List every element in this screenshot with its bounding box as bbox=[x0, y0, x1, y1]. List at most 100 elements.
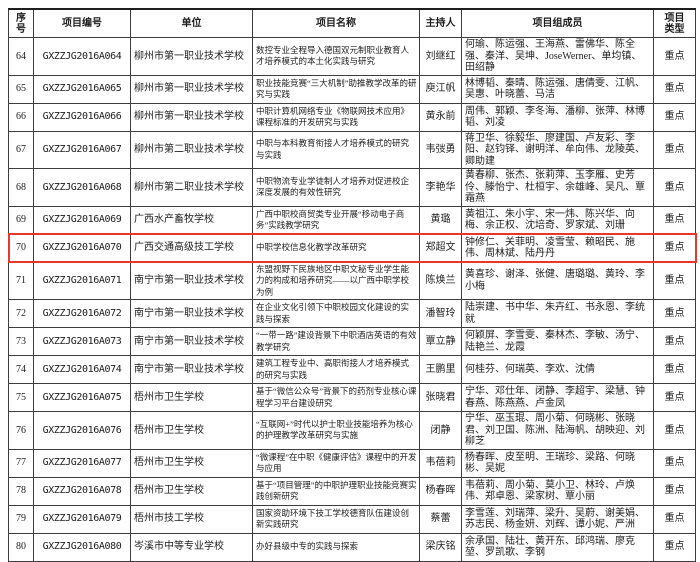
col-header-project-name: 项目名称 bbox=[252, 8, 420, 38]
cell-serial: 64 bbox=[8, 37, 34, 76]
table-row: 73 GXZZJG2016A073 南宁市第一职业技术学校 “一带一路”建设背景下中职… bbox=[8, 327, 696, 356]
cell-project-name: 建筑工程专业中、高职衔接人才培养模式的研究与实践 bbox=[252, 355, 420, 384]
cell-unit: 梧州市卫生学校 bbox=[130, 411, 253, 450]
cell-serial: 75 bbox=[8, 383, 34, 412]
cell-unit: 梧州市卫生学校 bbox=[130, 383, 253, 412]
cell-members: 宁华、巫玉琨、周小菊、何晓彬、张晓君、刘卫国、陈洲、陆海帆、胡映迎、刘柳芝 bbox=[461, 411, 654, 450]
cell-project-name: 办好县级中专的实践与探索 bbox=[252, 532, 420, 562]
cell-project-type: 重点 bbox=[653, 130, 696, 169]
cell-serial: 80 bbox=[8, 532, 34, 562]
header-row: 序 号 项目编号 单位 项目名称 主持人 项目组成员 项目 类型 bbox=[8, 8, 696, 38]
cell-members: 周伟、郭颖、李冬海、潘柳、张萍、林博韬、刘凌 bbox=[461, 102, 654, 132]
table-row: 77 GXZZJG2016A077 梧州市卫生学校 “微课程”在中职《健康评估》课程中… bbox=[8, 448, 696, 478]
cell-project-name: 基于“微信公众号”背景下的药剂专业核心课程学习平台建设研究 bbox=[252, 383, 420, 412]
cell-serial: 68 bbox=[8, 168, 34, 207]
cell-project-name: “一带一路”建设背景下中职酒店英语的有效教学研究 bbox=[252, 327, 420, 356]
cell-unit: 广西水产畜牧学校 bbox=[130, 205, 253, 235]
cell-host: 庾江帆 bbox=[419, 74, 462, 104]
cell-serial: 79 bbox=[8, 504, 34, 534]
cell-members: 钟修仁、关菲明、凌雪莹、赖昭民、施伟、周林斌、陆丹丹 bbox=[461, 233, 654, 263]
cell-host: 陈焕兰 bbox=[419, 261, 462, 300]
cell-members: 蒋卫华、徐毅华、廖建国、卢友彩、李阳、赵钧铎、谢明洋、牟向伟、龙陵英、卿助建 bbox=[461, 130, 654, 169]
cell-project-type: 重点 bbox=[653, 261, 696, 300]
col-header-unit: 单位 bbox=[130, 8, 253, 38]
cell-host: 梁庆铭 bbox=[419, 532, 462, 562]
cell-serial: 70 bbox=[8, 233, 34, 263]
cell-project-code: GXZZJG2016A078 bbox=[33, 476, 131, 506]
cell-host: 王鹏里 bbox=[419, 355, 462, 384]
cell-members: 韦蓓莉、周小菊、莫小卫、林玲、卢焕伟、郑卓恩、梁家树、覃小丽 bbox=[461, 476, 654, 506]
cell-host: 郑超文 bbox=[419, 233, 462, 263]
cell-project-type: 重点 bbox=[653, 299, 696, 328]
cell-members: 李雪莲、刘瑞萍、梁升、吴蔚、谢美娟、苏志民、杨金妍、刘辉、谭小妮、严洲 bbox=[461, 504, 654, 534]
cell-project-name: 东盟视野下民族地区中职文秘专业学生能力的构成和培养研究——以广西中职学校为例 bbox=[252, 261, 420, 300]
cell-project-type: 重点 bbox=[653, 37, 696, 76]
cell-host: 韦蓓莉 bbox=[419, 448, 462, 478]
cell-project-code: GXZZJG2016A080 bbox=[33, 532, 131, 562]
cell-project-type: 重点 bbox=[653, 102, 696, 132]
cell-project-type: 重点 bbox=[653, 205, 696, 235]
cell-members: 宁华、邓仕年、闭静、李超宇、梁慧、钟春燕、陈燕燕、卢金凤 bbox=[461, 383, 654, 412]
cell-project-code: GXZZJG2016A077 bbox=[33, 448, 131, 478]
cell-host: 黄永前 bbox=[419, 102, 462, 132]
cell-project-name: 中职与本科教育衔接人才培养模式的研究与实践 bbox=[252, 130, 420, 169]
cell-serial: 72 bbox=[8, 299, 34, 328]
table-row: 68 GXZZJG2016A068 柳州市第二职业技术学校 中职物流专业学徒制人才培养… bbox=[8, 168, 696, 207]
cell-unit: 柳州市第一职业技术学校 bbox=[130, 37, 253, 76]
table-row-highlighted: 70 GXZZJG2016A070 广西交通高级技工学校 中职学校信息化教学改革研究郑… bbox=[7, 233, 697, 263]
cell-host: 覃立静 bbox=[419, 327, 462, 356]
cell-serial: 77 bbox=[8, 448, 34, 478]
cell-members: 林博韬、秦晴、陈运强、唐倩雯、江帆、吴惠、叶晓蕾、马洁 bbox=[461, 74, 654, 104]
cell-project-type: 重点 bbox=[653, 327, 696, 356]
cell-members: 何桂芬、何瑞英、李欢、沈倩 bbox=[461, 355, 654, 384]
cell-serial: 76 bbox=[8, 411, 34, 450]
cell-project-code: GXZZJG2016A066 bbox=[33, 102, 131, 132]
cell-project-name: 在企业文化引领下中职校园文化建设的实践与探索 bbox=[252, 299, 420, 328]
table-row: 65 GXZZJG2016A065 柳州市第一职业技术学校 职业技能竞赛“三大机制”助… bbox=[8, 74, 696, 104]
cell-project-code: GXZZJG2016A071 bbox=[33, 261, 131, 300]
cell-serial: 69 bbox=[8, 205, 34, 235]
cell-project-name: 基于“项目管理”的中职护理职业技能竞赛实践创新研究 bbox=[252, 476, 420, 506]
cell-serial: 66 bbox=[8, 102, 34, 132]
cell-project-name: 国家资助环境下技工学校德育队伍建设创新实践研究 bbox=[252, 504, 420, 534]
col-header-project-type: 项目 类型 bbox=[653, 8, 696, 38]
cell-serial: 74 bbox=[8, 355, 34, 384]
table-row: 72 GXZZJG2016A072 南宁市第一职业技术学校 在企业文化引领下中职校园文… bbox=[8, 299, 696, 328]
cell-members: 黄春柳、张杰、张莉萍、玉李雁、史芳伶、滕怡宁、杜桓宇、余雄峰、吴凡、覃霜燕 bbox=[461, 168, 654, 207]
cell-unit: 南宁市第一职业技术学校 bbox=[130, 299, 253, 328]
cell-unit: 南宁市第一职业技术学校 bbox=[130, 355, 253, 384]
cell-project-code: GXZZJG2016A079 bbox=[33, 504, 131, 534]
cell-project-name: 数控专业全程导入德国双元制职业教育人才培养模式的本土化实践与研究 bbox=[252, 37, 420, 76]
col-header-project-code: 项目编号 bbox=[33, 8, 131, 38]
cell-project-code: GXZZJG2016A067 bbox=[33, 130, 131, 169]
cell-members: 杨春晖、皮至明、王瑞珍、梁路、何晓彬、吴妮 bbox=[461, 448, 654, 478]
table-row: 66 GXZZJG2016A066 柳州市第一职业技术学校 中职计算机网络专业《物联网… bbox=[8, 102, 696, 132]
cell-members: 余承国、陆壮、黄开东、邱鸿瑞、廖克堃、罗凯歌、李钢 bbox=[461, 532, 654, 562]
cell-project-code: GXZZJG2016A075 bbox=[33, 383, 131, 412]
cell-project-code: GXZZJG2016A070 bbox=[33, 233, 131, 263]
table-row: 79 GXZZJG2016A079 梧州市技工学校 国家资助环境下技工学校德育队伍建设… bbox=[8, 504, 696, 534]
table-row: 67 GXZZJG2016A067 柳州市第二职业技术学校 中职与本科教育衔接人才培养… bbox=[8, 130, 696, 169]
cell-project-code: GXZZJG2016A074 bbox=[33, 355, 131, 384]
cell-project-type: 重点 bbox=[653, 74, 696, 104]
cell-host: 韦弢勇 bbox=[419, 130, 462, 169]
cell-host: 黄璐 bbox=[419, 205, 462, 235]
cell-members: 何颖屏、李雪雯、秦林杰、李敏、汤宁、陆艳兰、龙霞 bbox=[461, 327, 654, 356]
cell-host: 潘智玲 bbox=[419, 299, 462, 328]
cell-project-type: 重点 bbox=[653, 168, 696, 207]
cell-serial: 71 bbox=[8, 261, 34, 300]
cell-project-code: GXZZJG2016A064 bbox=[33, 37, 131, 76]
cell-project-code: GXZZJG2016A076 bbox=[33, 411, 131, 450]
cell-project-type: 重点 bbox=[653, 504, 696, 534]
table-row: 74 GXZZJG2016A074 南宁市第一职业技术学校 建筑工程专业中、高职衔接人… bbox=[8, 355, 696, 384]
cell-members: 黄喜珍、谢泽、张健、唐璐璐、黄玲、李小梅 bbox=[461, 261, 654, 300]
cell-project-type: 重点 bbox=[653, 383, 696, 412]
cell-unit: 梧州市技工学校 bbox=[130, 504, 253, 534]
cell-project-type: 重点 bbox=[653, 411, 696, 450]
cell-project-name: 中职学校信息化教学改革研究 bbox=[252, 233, 420, 263]
cell-project-name: “互联网+”时代以护士职业技能培养为核心的护理教学改革研究与实施 bbox=[252, 411, 420, 450]
cell-project-code: GXZZJG2016A069 bbox=[33, 205, 131, 235]
cell-host: 刘继红 bbox=[419, 37, 462, 76]
cell-unit: 南宁市第一职业技术学校 bbox=[130, 261, 253, 300]
